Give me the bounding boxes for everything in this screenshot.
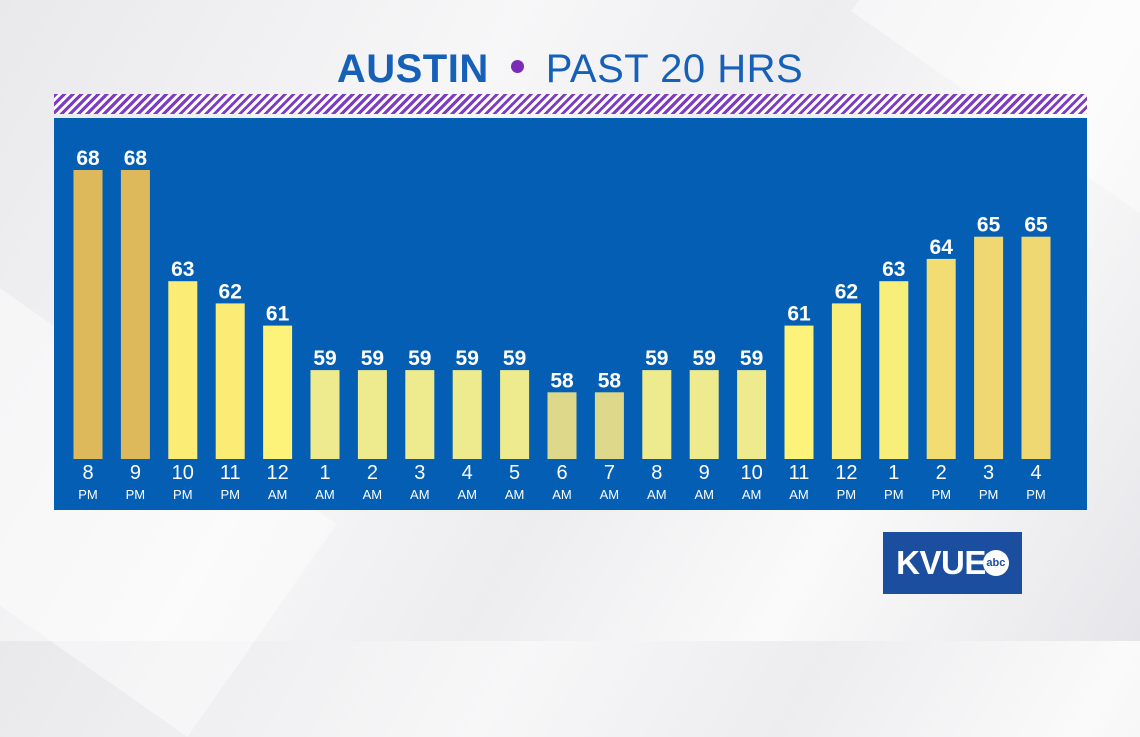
bar xyxy=(784,325,814,459)
x-tick-period-label: PM xyxy=(126,487,145,502)
bar-value-label: 59 xyxy=(645,347,668,370)
bar-value-label: 59 xyxy=(456,347,479,370)
x-tick-hour-label: 4 xyxy=(462,462,473,484)
bar-value-label: 59 xyxy=(740,347,763,370)
bar-value-label: 62 xyxy=(835,280,858,303)
x-tick-period-label: AM xyxy=(457,487,477,502)
bar-value-label: 65 xyxy=(977,214,1001,237)
x-tick-period-label: AM xyxy=(742,487,762,502)
bar xyxy=(73,170,103,459)
bar-value-label: 61 xyxy=(266,303,290,326)
bar-value-label: 63 xyxy=(882,258,905,281)
x-tick-period-label: AM xyxy=(315,487,335,502)
x-tick-hour-label: 5 xyxy=(509,462,520,484)
bar xyxy=(642,370,672,459)
x-tick-period-label: AM xyxy=(600,487,620,502)
x-tick-hour-label: 12 xyxy=(266,462,288,484)
x-tick-hour-label: 12 xyxy=(835,462,857,484)
bar xyxy=(737,370,767,459)
x-tick-period-label: PM xyxy=(931,487,951,502)
chart-title: AUSTIN PAST 20 HRS xyxy=(0,44,1140,94)
hatched-divider xyxy=(54,94,1087,114)
bar xyxy=(926,258,956,459)
x-tick-hour-label: 10 xyxy=(740,462,762,484)
bar-chart: 688PM689PM6310PM6211PM6112AM591AM592AM59… xyxy=(73,147,1051,502)
x-tick-hour-label: 8 xyxy=(651,462,662,484)
abc-network-badge: abc xyxy=(982,550,1009,576)
x-tick-period-label: PM xyxy=(837,487,857,502)
x-tick-period-label: AM xyxy=(410,487,430,502)
x-tick-period-label: AM xyxy=(363,487,383,502)
x-tick-hour-label: 3 xyxy=(414,462,425,484)
bar xyxy=(1021,236,1051,459)
city-name: AUSTIN xyxy=(336,46,489,91)
title-separator-dot xyxy=(510,59,524,73)
bar-value-label: 64 xyxy=(930,236,954,259)
x-tick-period-label: PM xyxy=(884,487,904,502)
x-tick-hour-label: 10 xyxy=(172,462,194,484)
x-tick-hour-label: 9 xyxy=(130,462,141,484)
bar-value-label: 58 xyxy=(550,369,574,392)
bar-value-label: 59 xyxy=(313,347,336,370)
chart-panel: 68 8 PM 68 9 PM 63 10 PM 62 11 PM 61 12 AM 59 1 AM 59 2 AM 59… xyxy=(54,118,1087,510)
bar-value-label: 68 xyxy=(124,147,148,170)
bar-value-label: 58 xyxy=(598,369,622,392)
x-tick-period-label: AM xyxy=(694,487,714,502)
x-tick-period-label: AM xyxy=(552,487,572,502)
x-tick-hour-label: 6 xyxy=(556,462,567,484)
bar-value-label: 59 xyxy=(361,347,384,370)
x-tick-period-label: AM xyxy=(647,487,667,502)
x-tick-hour-label: 11 xyxy=(789,462,810,484)
bar xyxy=(310,370,340,459)
bar-value-label: 63 xyxy=(171,258,194,281)
bar xyxy=(263,325,293,459)
x-tick-period-label: AM xyxy=(505,487,524,502)
bar xyxy=(547,392,577,459)
bar xyxy=(879,281,909,459)
bar xyxy=(831,303,861,459)
x-tick-period-label: AM xyxy=(789,487,809,502)
bar xyxy=(357,370,387,459)
x-tick-period-label: AM xyxy=(268,487,288,502)
x-tick-hour-label: 9 xyxy=(699,462,710,484)
bar-value-label: 62 xyxy=(219,280,242,303)
bar-value-label: 68 xyxy=(76,147,100,170)
x-tick-period-label: PM xyxy=(173,487,193,502)
logo-text: KVUE xyxy=(896,544,986,581)
x-tick-hour-label: 1 xyxy=(888,462,899,484)
bar xyxy=(594,392,624,459)
bar-value-label: 61 xyxy=(787,303,811,326)
x-tick-hour-label: 11 xyxy=(220,462,241,484)
x-tick-hour-label: 2 xyxy=(367,462,378,484)
x-tick-hour-label: 7 xyxy=(604,462,615,484)
bar-value-label: 59 xyxy=(693,347,716,370)
bar-value-label: 59 xyxy=(408,347,431,370)
bar-value-label: 65 xyxy=(1024,214,1048,237)
chart-subtitle: PAST 20 HRS xyxy=(545,46,804,91)
bar xyxy=(405,370,435,459)
x-tick-hour-label: 1 xyxy=(319,462,330,484)
bar xyxy=(689,370,719,459)
x-tick-period-label: PM xyxy=(979,487,999,502)
x-tick-hour-label: 8 xyxy=(82,462,93,484)
x-tick-hour-label: 3 xyxy=(983,462,994,484)
x-tick-period-label: PM xyxy=(220,487,240,502)
bar xyxy=(974,236,1004,459)
kvue-abc-logo: KVUE abc xyxy=(883,532,1022,594)
bar-value-label: 59 xyxy=(503,347,526,370)
x-tick-period-label: PM xyxy=(1026,487,1046,502)
x-tick-hour-label: 2 xyxy=(936,462,947,484)
bar xyxy=(452,370,482,459)
bar xyxy=(500,370,530,459)
bar xyxy=(120,170,150,459)
bar xyxy=(215,303,245,459)
bar xyxy=(168,281,198,459)
x-tick-period-label: PM xyxy=(78,487,98,502)
x-tick-hour-label: 4 xyxy=(1030,462,1041,484)
